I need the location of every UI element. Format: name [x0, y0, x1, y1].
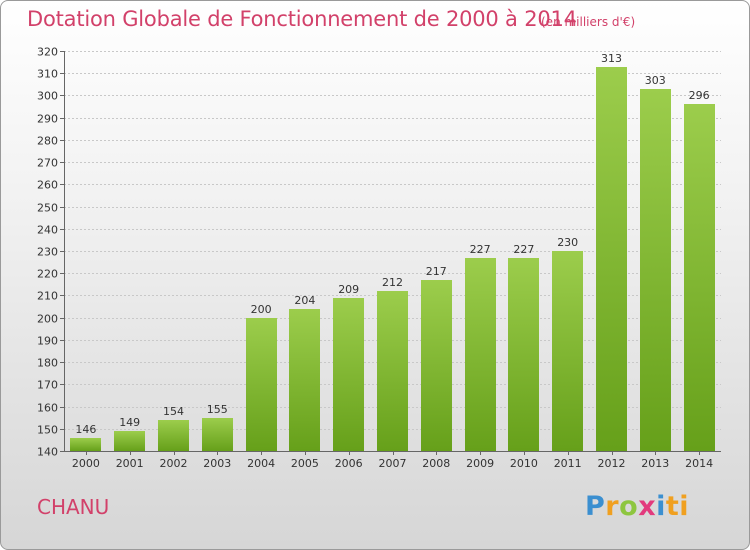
- y-tick-label: 310: [37, 68, 58, 81]
- bar: [377, 291, 408, 451]
- chart-subtitle: (en milliers d'€): [541, 15, 636, 29]
- logo-letter: ti: [665, 491, 690, 522]
- bar: [596, 67, 627, 451]
- x-tick-label: 2012: [598, 457, 626, 470]
- y-tick-label: 230: [37, 246, 58, 259]
- logo-letter: o: [619, 491, 639, 522]
- y-tick-label: 280: [37, 135, 58, 148]
- x-tick-label: 2014: [685, 457, 713, 470]
- chart-title: Dotation Globale de Fonctionnement de 20…: [27, 7, 577, 31]
- bar: [421, 280, 452, 451]
- x-tick-label: 2009: [466, 457, 494, 470]
- logo-letter: x: [638, 491, 657, 522]
- y-tick-label: 200: [37, 313, 58, 326]
- value-label: 217: [426, 265, 447, 278]
- data-labels: 146 149 154 155 200 204 209 212 217 227 227 230 313 3…: [75, 52, 709, 436]
- value-label: 154: [163, 405, 184, 418]
- y-tick-label: 160: [37, 402, 58, 415]
- logo-letter: r: [605, 491, 620, 522]
- y-tick-label: 250: [37, 202, 58, 215]
- value-label: 155: [207, 403, 228, 416]
- y-tick-label: 210: [37, 290, 58, 303]
- bar: [202, 418, 233, 451]
- bar: [158, 420, 189, 451]
- x-tick-label: 2001: [116, 457, 144, 470]
- y-tick-label: 180: [37, 357, 58, 370]
- value-label: 149: [119, 416, 140, 429]
- bar: [552, 251, 583, 451]
- y-tick-label: 320: [37, 46, 58, 59]
- bar: [114, 431, 145, 451]
- value-label: 303: [645, 74, 666, 87]
- x-tick-label: 2002: [160, 457, 188, 470]
- logo-letter: P: [585, 491, 606, 522]
- bar: [333, 298, 364, 451]
- value-label: 209: [338, 283, 359, 296]
- proxiti-logo[interactable]: Proxiti: [585, 491, 689, 522]
- bars: [70, 67, 715, 451]
- axes: 140 150 160 170 180 190 200 210 220 230 240 250 260 2…: [37, 46, 721, 470]
- commune-name: CHANU: [37, 495, 110, 519]
- x-tick-label: 2008: [422, 457, 450, 470]
- bar: [640, 89, 671, 451]
- y-tick-label: 240: [37, 224, 58, 237]
- x-tick-label: 2000: [72, 457, 100, 470]
- x-tick-label: 2010: [510, 457, 538, 470]
- value-label: 227: [513, 243, 534, 256]
- x-tick-label: 2003: [203, 457, 231, 470]
- value-label: 212: [382, 276, 403, 289]
- y-tick-label: 140: [37, 446, 58, 459]
- y-tick-label: 300: [37, 90, 58, 103]
- value-label: 227: [470, 243, 491, 256]
- value-label: 313: [601, 52, 622, 65]
- x-tick-label: 2004: [247, 457, 275, 470]
- bar: [684, 104, 715, 451]
- bar: [289, 309, 320, 451]
- bar: [508, 258, 539, 451]
- value-label: 296: [689, 89, 710, 102]
- y-tick-label: 270: [37, 157, 58, 170]
- value-label: 204: [294, 294, 315, 307]
- bar: [246, 318, 277, 451]
- value-label: 200: [251, 303, 272, 316]
- y-tick-label: 170: [37, 379, 58, 392]
- x-tick-label: 2013: [641, 457, 669, 470]
- y-tick-label: 290: [37, 113, 58, 126]
- y-tick-label: 150: [37, 424, 58, 437]
- y-tick-label: 190: [37, 335, 58, 348]
- x-tick-label: 2006: [335, 457, 363, 470]
- bar: [465, 258, 496, 451]
- x-tick-label: 2007: [379, 457, 407, 470]
- logo-letter: i: [656, 491, 666, 522]
- x-tick-label: 2011: [554, 457, 582, 470]
- bar: [70, 438, 101, 451]
- y-tick-label: 260: [37, 179, 58, 192]
- value-label: 146: [75, 423, 96, 436]
- y-tick-label: 220: [37, 268, 58, 281]
- value-label: 230: [557, 236, 578, 249]
- x-tick-label: 2005: [291, 457, 319, 470]
